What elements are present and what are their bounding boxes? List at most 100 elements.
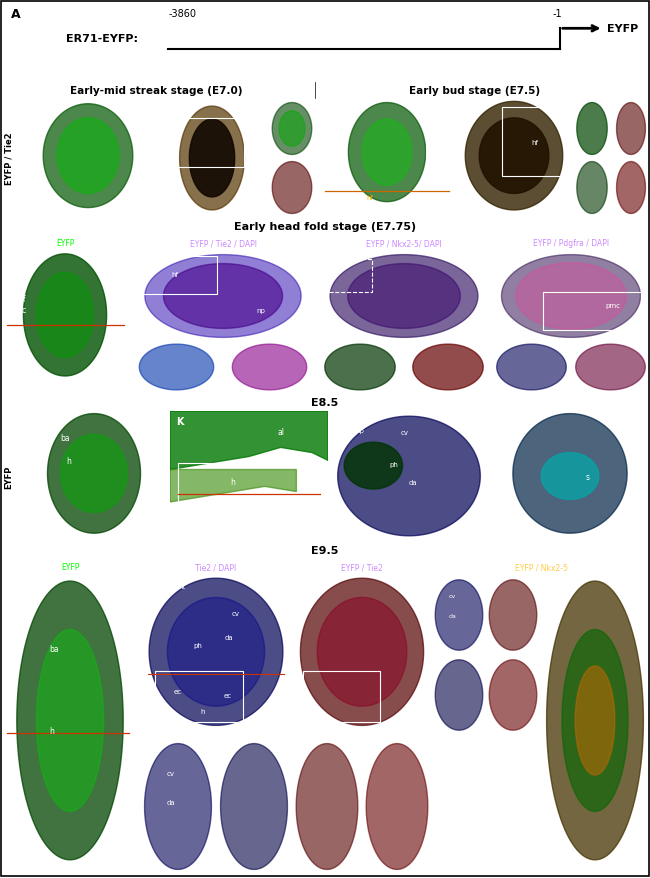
Text: Q: Q bbox=[545, 587, 552, 597]
Text: np: np bbox=[257, 308, 265, 313]
Polygon shape bbox=[164, 264, 283, 329]
Text: N: N bbox=[6, 587, 14, 597]
Polygon shape bbox=[23, 255, 107, 377]
Polygon shape bbox=[325, 345, 395, 391]
Text: B: B bbox=[23, 104, 31, 115]
Text: P': P' bbox=[295, 741, 304, 750]
Text: O": O" bbox=[219, 741, 230, 750]
Polygon shape bbox=[296, 744, 358, 869]
Polygon shape bbox=[479, 119, 549, 194]
Text: H: H bbox=[323, 255, 331, 265]
Polygon shape bbox=[36, 630, 103, 811]
Text: M: M bbox=[497, 417, 506, 427]
Text: E': E' bbox=[573, 162, 580, 167]
Polygon shape bbox=[57, 119, 119, 194]
Text: C': C' bbox=[268, 102, 278, 112]
Text: H': H' bbox=[320, 343, 329, 353]
Text: O': O' bbox=[143, 741, 153, 750]
Text: A: A bbox=[12, 8, 21, 21]
Text: ec: ec bbox=[224, 692, 232, 698]
Text: K: K bbox=[176, 417, 184, 427]
Text: s: s bbox=[586, 472, 590, 481]
Text: O": O" bbox=[434, 658, 445, 667]
Polygon shape bbox=[436, 660, 483, 730]
Text: cv: cv bbox=[166, 770, 175, 776]
Text: hf: hf bbox=[18, 294, 26, 304]
Text: J: J bbox=[24, 417, 27, 427]
Text: ba: ba bbox=[60, 433, 70, 443]
Text: h: h bbox=[201, 708, 205, 714]
Text: hf: hf bbox=[171, 272, 178, 277]
Text: ba: ba bbox=[49, 644, 58, 653]
Polygon shape bbox=[489, 580, 537, 651]
Polygon shape bbox=[300, 579, 424, 725]
Polygon shape bbox=[144, 744, 211, 869]
Bar bbox=[178, 464, 317, 513]
Polygon shape bbox=[167, 598, 265, 707]
Polygon shape bbox=[577, 104, 607, 155]
Text: G: G bbox=[137, 255, 146, 265]
Polygon shape bbox=[436, 580, 483, 651]
Polygon shape bbox=[232, 345, 307, 391]
Polygon shape bbox=[547, 581, 644, 860]
Polygon shape bbox=[338, 417, 480, 536]
Polygon shape bbox=[220, 744, 287, 869]
Polygon shape bbox=[617, 162, 645, 214]
Text: EYFP / Pdgfra / DAPI: EYFP / Pdgfra / DAPI bbox=[533, 239, 609, 248]
Bar bbox=[155, 672, 243, 723]
Text: EYFP / Tie2 / DAPI: EYFP / Tie2 / DAPI bbox=[190, 239, 257, 248]
Bar bbox=[502, 108, 567, 176]
Polygon shape bbox=[272, 104, 312, 155]
Text: L: L bbox=[335, 417, 341, 427]
Text: da: da bbox=[448, 613, 456, 618]
Text: np: np bbox=[356, 428, 365, 434]
Text: nt: nt bbox=[178, 583, 185, 589]
Text: cv: cv bbox=[231, 610, 239, 616]
Text: E: E bbox=[461, 104, 467, 115]
Text: cv: cv bbox=[401, 430, 409, 435]
Polygon shape bbox=[170, 470, 296, 502]
Text: EYFP: EYFP bbox=[61, 563, 79, 572]
Text: cv: cv bbox=[448, 594, 456, 599]
Bar bbox=[139, 257, 217, 295]
Polygon shape bbox=[465, 102, 563, 211]
Text: I': I' bbox=[495, 343, 500, 353]
Polygon shape bbox=[366, 744, 428, 869]
Polygon shape bbox=[60, 435, 127, 513]
Text: G': G' bbox=[134, 343, 143, 353]
Polygon shape bbox=[145, 255, 301, 338]
Text: da: da bbox=[225, 634, 234, 640]
Text: Tie2 / DAPI: Tie2 / DAPI bbox=[196, 563, 237, 572]
Polygon shape bbox=[348, 104, 426, 203]
Polygon shape bbox=[577, 162, 607, 214]
Text: F: F bbox=[5, 257, 12, 268]
Text: H": H" bbox=[408, 343, 419, 353]
Text: I': I' bbox=[574, 343, 580, 353]
Polygon shape bbox=[541, 453, 599, 500]
Text: EYFP: EYFP bbox=[606, 25, 638, 34]
Text: hf: hf bbox=[367, 195, 373, 201]
Polygon shape bbox=[515, 263, 627, 330]
Polygon shape bbox=[179, 107, 244, 211]
Text: EYFP: EYFP bbox=[56, 239, 74, 248]
Text: P': P' bbox=[488, 741, 497, 750]
Polygon shape bbox=[617, 104, 645, 155]
Text: ys: ys bbox=[461, 426, 469, 432]
Text: E9.5: E9.5 bbox=[311, 545, 339, 556]
Text: Early bud stage (E7.5): Early bud stage (E7.5) bbox=[409, 86, 540, 96]
Text: EYFP / Nkx2-5/ DAPI: EYFP / Nkx2-5/ DAPI bbox=[366, 239, 442, 248]
Polygon shape bbox=[413, 345, 483, 391]
Polygon shape bbox=[502, 255, 640, 338]
Bar bbox=[323, 260, 372, 292]
Text: ER71-EYFP:: ER71-EYFP: bbox=[66, 34, 138, 45]
Text: EYFP / Tie2: EYFP / Tie2 bbox=[5, 133, 14, 185]
Polygon shape bbox=[497, 345, 566, 391]
Polygon shape bbox=[47, 414, 140, 534]
Bar bbox=[543, 293, 640, 331]
Polygon shape bbox=[189, 120, 235, 198]
Polygon shape bbox=[513, 414, 627, 534]
Text: O': O' bbox=[434, 741, 444, 750]
Text: C: C bbox=[162, 104, 170, 115]
Text: Early head fold stage (E7.75): Early head fold stage (E7.75) bbox=[234, 222, 416, 232]
Text: E": E" bbox=[614, 162, 622, 167]
